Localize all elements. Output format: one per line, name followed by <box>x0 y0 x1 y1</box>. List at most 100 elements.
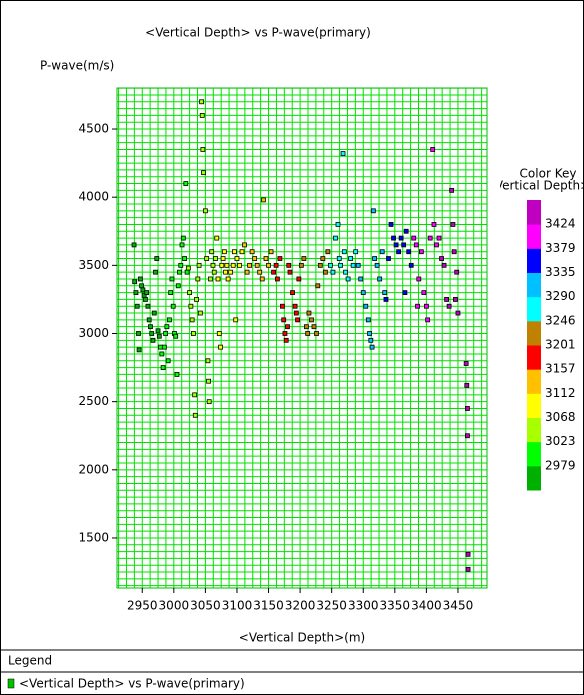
data-point <box>372 256 378 261</box>
color-key-tick-label: 3112 <box>545 386 576 400</box>
data-point <box>305 331 311 336</box>
data-point <box>177 269 182 275</box>
data-point <box>182 256 187 261</box>
data-point <box>156 333 162 339</box>
data-point <box>370 208 376 214</box>
data-point <box>368 337 374 343</box>
data-point <box>311 324 317 330</box>
x-tick-label: 3100 <box>222 599 253 613</box>
data-point <box>223 269 229 275</box>
data-point <box>197 310 203 316</box>
color-key-tick-label: 3201 <box>545 338 576 352</box>
data-point <box>185 265 191 271</box>
data-point <box>320 256 326 261</box>
data-point <box>335 222 341 227</box>
data-point <box>388 222 394 227</box>
x-axis-label: <Vertical Depth>(m) <box>239 631 365 645</box>
data-point <box>341 249 347 255</box>
data-point <box>434 242 439 248</box>
data-point <box>205 358 211 364</box>
data-point <box>237 262 242 268</box>
data-point <box>282 331 288 336</box>
data-point <box>386 256 391 261</box>
data-point <box>287 269 293 275</box>
data-point <box>345 276 351 282</box>
color-key-tick-label: 3335 <box>545 265 576 279</box>
data-point <box>215 276 221 282</box>
color-key-swatch <box>527 465 541 491</box>
data-point <box>446 303 452 309</box>
data-point <box>206 378 211 384</box>
data-point <box>169 276 175 282</box>
data-point <box>132 279 138 285</box>
color-key-tick-label: 3023 <box>545 434 576 448</box>
data-point <box>188 303 194 309</box>
data-point <box>131 242 137 248</box>
data-point <box>348 256 354 261</box>
data-point <box>333 235 338 241</box>
data-point <box>228 269 234 275</box>
data-point <box>379 249 385 255</box>
x-tick-label: 3050 <box>190 599 221 613</box>
data-point <box>153 269 158 275</box>
data-point <box>383 297 389 302</box>
x-tick-label: 3250 <box>316 599 347 613</box>
data-point <box>274 276 280 282</box>
data-point <box>187 290 193 296</box>
data-point <box>416 276 422 282</box>
data-point <box>174 371 180 377</box>
data-point <box>133 290 139 296</box>
data-point <box>225 276 231 282</box>
data-point <box>425 317 431 323</box>
data-point <box>180 235 186 241</box>
data-point <box>254 262 260 268</box>
data-point <box>178 262 184 268</box>
data-point <box>369 344 375 350</box>
data-point <box>184 269 190 275</box>
x-tick-label: 3300 <box>348 599 379 613</box>
data-point <box>146 317 152 323</box>
data-point <box>192 412 198 418</box>
data-point <box>464 382 470 388</box>
data-point <box>430 147 436 152</box>
data-point <box>281 317 287 323</box>
data-point <box>295 317 300 323</box>
data-point <box>304 324 309 330</box>
data-point <box>406 249 412 255</box>
data-point <box>179 242 185 248</box>
data-point <box>330 269 336 275</box>
data-point <box>465 433 470 439</box>
color-key-swatch <box>527 248 541 273</box>
data-point <box>199 99 205 105</box>
data-point <box>360 290 366 296</box>
data-point <box>263 256 269 261</box>
data-point <box>136 347 142 353</box>
data-point <box>160 365 166 370</box>
y-axis-label: P-wave(m/s) <box>40 59 114 73</box>
x-tick-label: 3450 <box>443 599 474 613</box>
data-point <box>175 283 181 289</box>
data-point <box>155 328 161 334</box>
data-point <box>338 262 343 268</box>
y-tick-label: 2000 <box>78 462 109 476</box>
y-tick-label: 4500 <box>78 122 109 136</box>
data-point <box>252 256 258 261</box>
data-point <box>427 235 433 241</box>
data-point <box>167 317 172 323</box>
data-point <box>201 170 206 176</box>
data-point <box>393 242 399 248</box>
data-point <box>244 269 250 275</box>
color-key-swatch <box>527 369 541 394</box>
data-point <box>280 303 285 309</box>
color-key-tick-label: 3068 <box>545 410 576 424</box>
data-point <box>336 256 342 261</box>
data-point <box>143 297 148 302</box>
data-point <box>219 262 225 268</box>
data-point <box>421 290 427 296</box>
data-point <box>192 392 198 398</box>
data-point <box>403 228 409 234</box>
data-point <box>363 303 369 309</box>
data-point <box>317 262 323 268</box>
data-point <box>218 344 223 350</box>
data-point <box>343 269 348 275</box>
